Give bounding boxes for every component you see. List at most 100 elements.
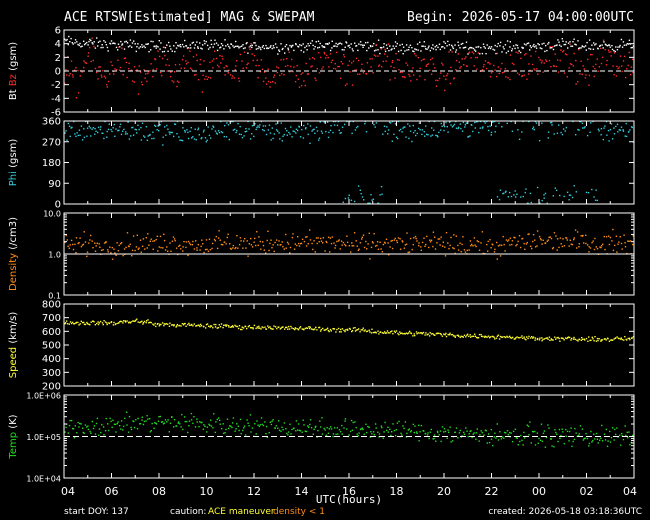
data-point-bt <box>232 45 234 47</box>
data-point-bz <box>403 76 405 78</box>
data-point-bt <box>152 40 154 43</box>
data-point-speed <box>158 325 161 327</box>
data-point-phi <box>218 131 221 134</box>
data-point-bt <box>357 49 359 52</box>
data-point-bz <box>113 73 115 75</box>
data-point-bt <box>129 39 132 41</box>
data-point-density <box>358 248 360 250</box>
data-point-phi <box>475 121 478 123</box>
data-point-bz <box>432 63 435 65</box>
data-point-temp <box>383 431 385 433</box>
x-tick-label: 22 <box>485 485 499 498</box>
data-point-temp <box>516 437 518 440</box>
data-point-speed <box>386 330 389 332</box>
data-point-speed <box>498 338 501 340</box>
data-point-bt <box>428 45 430 47</box>
data-point-temp <box>328 428 330 430</box>
data-point-temp <box>209 424 211 427</box>
data-point-bz <box>566 54 568 56</box>
data-point-speed <box>223 324 225 326</box>
data-point-bz <box>283 74 285 76</box>
data-point-density <box>511 240 514 242</box>
data-point-density <box>519 246 522 249</box>
data-point-density <box>218 230 220 232</box>
data-point-bt <box>457 41 459 43</box>
data-point-bz <box>247 62 249 64</box>
data-point-bt <box>373 50 376 52</box>
data-point-speed <box>434 334 436 336</box>
data-point-phi <box>297 129 299 132</box>
data-point-phi <box>411 140 413 143</box>
data-point-speed <box>340 331 342 333</box>
data-point-speed <box>501 336 504 338</box>
data-point-speed <box>438 332 440 335</box>
data-point-phi <box>232 121 234 123</box>
data-point-density <box>496 241 498 244</box>
data-point-temp <box>231 426 233 429</box>
data-point-temp <box>243 425 246 427</box>
data-point-bt <box>591 44 593 46</box>
data-point-speed <box>260 328 262 330</box>
x-tick-label: 18 <box>390 485 404 498</box>
data-point-temp <box>522 444 524 446</box>
data-point-temp <box>236 423 238 425</box>
data-point-density <box>300 242 303 245</box>
data-point-bt <box>523 43 526 45</box>
data-point-temp <box>432 438 434 440</box>
data-point-bt <box>312 44 314 47</box>
data-point-bz <box>327 56 329 59</box>
data-point-bz <box>410 80 412 82</box>
data-point-bz <box>501 72 504 74</box>
data-point-density <box>66 239 68 241</box>
data-point-temp <box>500 438 503 440</box>
data-point-phi <box>455 127 458 129</box>
data-point-bt <box>394 41 397 43</box>
data-point-phi <box>418 122 421 124</box>
data-point-bt <box>200 47 202 49</box>
data-point-density <box>201 239 203 241</box>
data-point-bt <box>201 48 203 50</box>
data-point-density <box>628 240 630 242</box>
data-point-speed <box>199 325 201 328</box>
data-point-bz <box>274 82 276 84</box>
data-point-phi <box>149 133 151 136</box>
data-point-bz <box>289 71 291 73</box>
data-point-bz <box>65 69 67 71</box>
data-point-bz <box>204 78 206 80</box>
data-point-density <box>341 244 343 246</box>
data-point-density <box>336 240 338 243</box>
data-point-phi <box>251 125 254 127</box>
data-point-speed <box>632 336 634 338</box>
data-point-phi <box>361 196 364 198</box>
data-point-density <box>139 239 142 241</box>
data-point-temp <box>293 427 295 429</box>
data-point-phi <box>180 139 183 141</box>
data-point-temp <box>208 423 210 426</box>
data-point-bz <box>389 79 391 81</box>
data-point-temp <box>122 425 125 428</box>
data-point-phi <box>439 129 442 131</box>
data-point-temp <box>400 432 402 434</box>
data-point-phi <box>558 124 560 126</box>
data-point-bz <box>146 80 148 83</box>
data-point-speed <box>500 336 503 338</box>
data-point-speed <box>236 325 239 328</box>
data-point-phi <box>267 129 269 131</box>
data-point-phi <box>577 128 579 131</box>
data-point-density <box>285 247 287 249</box>
data-point-bt <box>518 50 520 52</box>
data-point-speed <box>226 324 228 326</box>
data-point-density <box>538 235 541 238</box>
data-point-speed <box>552 339 554 341</box>
data-point-bz <box>195 54 198 56</box>
data-point-temp <box>268 432 270 434</box>
data-point-bt <box>103 40 105 42</box>
data-point-speed <box>161 322 164 324</box>
data-point-density <box>229 247 232 250</box>
data-point-density <box>289 246 292 249</box>
data-point-temp <box>182 428 184 431</box>
data-point-speed <box>542 338 544 341</box>
data-point-bz <box>420 59 423 62</box>
data-point-density <box>612 228 614 231</box>
data-point-speed <box>624 336 626 338</box>
